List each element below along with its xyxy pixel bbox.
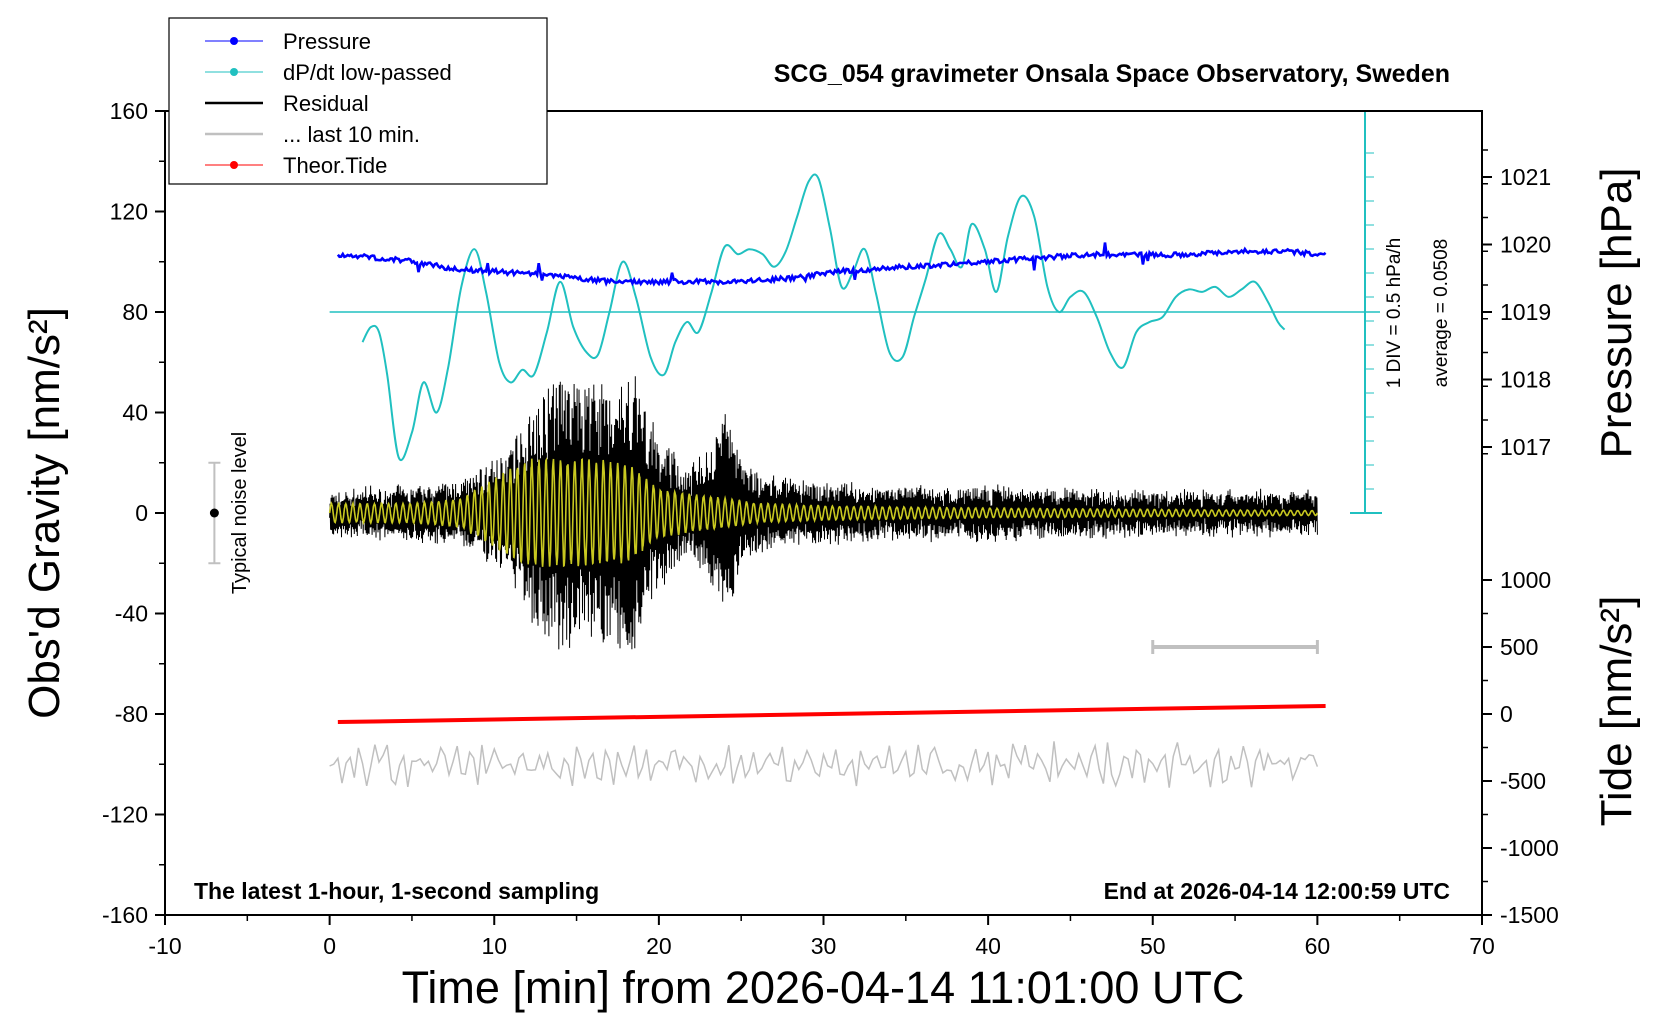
- tide-tick-label: 0: [1500, 701, 1513, 727]
- filtered-trace: [328, 456, 1319, 568]
- x-tick-label: 10: [481, 933, 507, 959]
- x-tick-label: 60: [1305, 933, 1331, 959]
- sampling-note: The latest 1-hour, 1-second sampling: [194, 878, 599, 904]
- x-tick-label: 20: [646, 933, 672, 959]
- legend-marker: [230, 37, 238, 45]
- noise-bar-center: [209, 508, 219, 518]
- pressure-tick-label: 1019: [1500, 299, 1551, 325]
- x-tick-label: 70: [1469, 933, 1495, 959]
- pressure-tick-label: 1021: [1500, 164, 1551, 190]
- noise-level-label: Typical noise level: [229, 432, 251, 594]
- axes-layer: -10 0 10 20 30 40 50 60 7016012080400-40-80-120-…: [102, 98, 1559, 959]
- x-tick-label: 0: [323, 933, 336, 959]
- legend-label: Pressure: [283, 29, 371, 54]
- y-axis-label-left: Obs'd Gravity [nm/s²]: [20, 307, 69, 719]
- y-axis-label-tide: Tide [nm/s²]: [1592, 596, 1641, 827]
- tide-tick-label: 500: [1500, 634, 1538, 660]
- last-10-min-trace: [329, 741, 1319, 788]
- dpdt-trace: [361, 173, 1286, 461]
- x-axis-label: Time [min] from 2026-04-14 11:01:00 UTC: [402, 962, 1245, 1013]
- y-tick-label: 40: [122, 400, 148, 426]
- tide-tick-label: -1000: [1500, 835, 1559, 861]
- legend-label: Theor.Tide: [283, 153, 387, 178]
- tide-tick-label: 1000: [1500, 567, 1551, 593]
- x-tick-label: 30: [811, 933, 837, 959]
- x-tick-label: -10: [148, 933, 181, 959]
- x-tick-label: 40: [975, 933, 1001, 959]
- y-tick-label: 120: [110, 199, 148, 225]
- legend-label: Residual: [283, 91, 369, 116]
- x-tick-label: 50: [1140, 933, 1166, 959]
- dpdt-scale-label: 1 DIV = 0.5 hPa/h: [1384, 238, 1405, 389]
- legend-box: [168, 17, 548, 185]
- y-tick-label: 0: [135, 500, 148, 526]
- y-tick-label: -40: [115, 601, 148, 627]
- y-tick-label: -80: [115, 701, 148, 727]
- y-axis-label-pressure: Pressure [hPa]: [1592, 167, 1641, 458]
- pressure-tick-label: 1020: [1500, 232, 1551, 258]
- tide-tick-label: -1500: [1500, 902, 1559, 928]
- trace-layer: [208, 110, 1382, 788]
- dpdt-average-label: average = 0.0508: [1431, 239, 1452, 387]
- end-time-note: End at 2026-04-14 12:00:59 UTC: [1104, 878, 1450, 904]
- pressure-trace: [336, 242, 1327, 288]
- pressure-tick-label: 1018: [1500, 367, 1551, 393]
- chart-title: SCG_054 gravimeter Onsala Space Observat…: [774, 60, 1450, 88]
- tide-tick-label: -500: [1500, 768, 1546, 794]
- legend-marker: [230, 68, 238, 76]
- y-tick-label: 160: [110, 98, 148, 124]
- pressure-tick-label: 1017: [1500, 434, 1551, 460]
- y-tick-label: 80: [122, 299, 148, 325]
- legend-marker: [230, 161, 238, 169]
- y-tick-label: -120: [102, 802, 148, 828]
- y-tick-label: -160: [102, 902, 148, 928]
- legend: Pressure dP/dt low-passed Residual ... last…: [168, 17, 548, 185]
- legend-label: dP/dt low-passed: [283, 60, 452, 85]
- legend-label: ... last 10 min.: [283, 122, 420, 147]
- tide-trace: [337, 703, 1326, 725]
